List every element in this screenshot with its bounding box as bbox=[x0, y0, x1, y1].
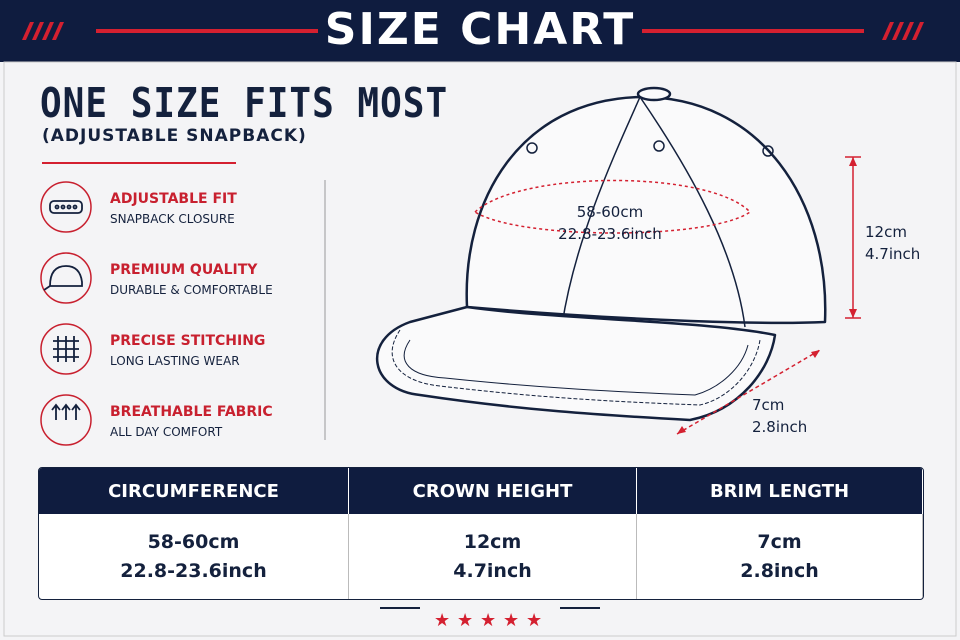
cell-line: 2.8inch bbox=[740, 559, 819, 582]
svg-text:★: ★ bbox=[480, 610, 496, 631]
svg-text:★: ★ bbox=[457, 610, 473, 631]
table-cell: 7cm 2.8inch bbox=[637, 514, 923, 599]
dim-cm: 7cm bbox=[752, 396, 785, 414]
feature-text: DURABLE & COMFORTABLE bbox=[110, 283, 273, 297]
feature-text: SNAPBACK CLOSURE bbox=[110, 212, 235, 226]
cell-line: 7cm bbox=[757, 530, 802, 553]
cell-line: 22.8-23.6inch bbox=[120, 559, 267, 582]
table-header: BRIM LENGTH bbox=[637, 468, 923, 514]
feature-title: PRECISE STITCHING bbox=[110, 333, 266, 349]
table-header: CIRCUMFERENCE bbox=[39, 468, 349, 514]
svg-text:★: ★ bbox=[526, 610, 542, 631]
page-title: SIZE CHART bbox=[324, 4, 636, 55]
dim-inch: 2.8inch bbox=[752, 418, 808, 436]
table-header: CROWN HEIGHT bbox=[349, 468, 637, 514]
intro-subtitle: (ADJUSTABLE SNAPBACK) bbox=[42, 126, 307, 146]
intro-title: ONE SIZE FITS MOST bbox=[40, 80, 449, 128]
dim-cm: 58-60cm bbox=[576, 203, 644, 221]
svg-text:★: ★ bbox=[434, 610, 450, 631]
circumference-label: 58-60cm 22.8-23.6inch bbox=[540, 201, 680, 245]
table-cell: 58-60cm 22.8-23.6inch bbox=[39, 514, 349, 599]
feature-title: PREMIUM QUALITY bbox=[110, 262, 258, 278]
feature-title: ADJUSTABLE FIT bbox=[110, 191, 237, 207]
table-cell: 12cm 4.7inch bbox=[349, 514, 637, 599]
feature-text: ALL DAY COMFORT bbox=[110, 425, 223, 439]
size-table: CIRCUMFERENCE CROWN HEIGHT BRIM LENGTH 58-6… bbox=[38, 467, 924, 600]
svg-text:★: ★ bbox=[503, 610, 519, 631]
feature-text: LONG LASTING WEAR bbox=[110, 354, 240, 368]
cell-line: 12cm bbox=[463, 530, 522, 553]
feature-title: BREATHABLE FABRIC bbox=[110, 404, 273, 420]
crown-height-label: 12cm 4.7inch bbox=[865, 221, 920, 265]
brim-length-label: 7cm 2.8inch bbox=[752, 394, 807, 438]
cell-line: 4.7inch bbox=[453, 559, 532, 582]
dim-cm: 12cm bbox=[865, 223, 907, 241]
dim-inch: 22.8-23.6inch bbox=[558, 225, 662, 243]
cell-line: 58-60cm bbox=[147, 530, 240, 553]
dim-inch: 4.7inch bbox=[865, 245, 921, 263]
